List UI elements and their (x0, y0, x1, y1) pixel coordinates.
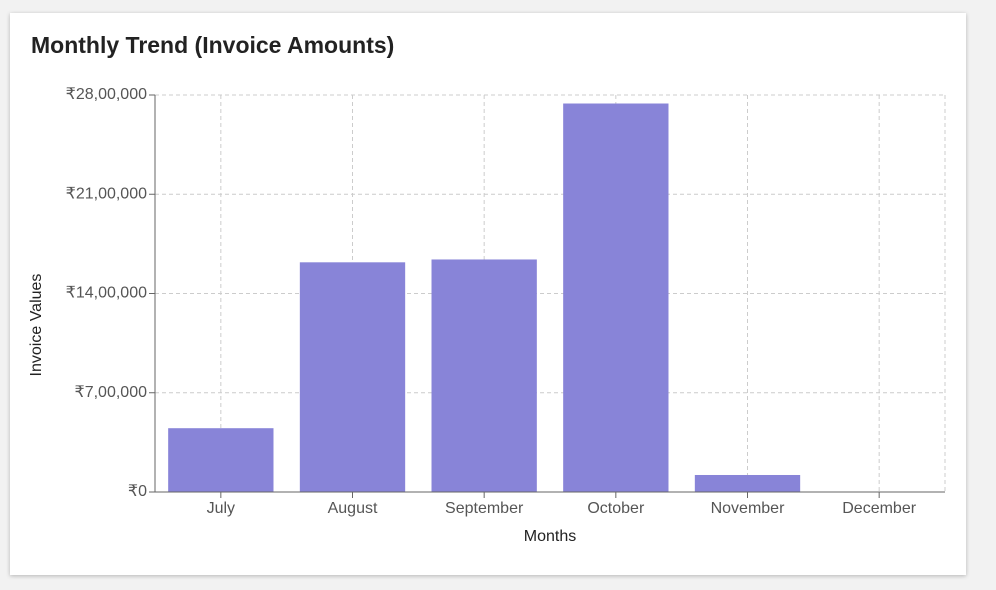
bar (694, 474, 801, 492)
chart-title: Monthly Trend (Invoice Amounts) (31, 32, 394, 58)
y-tick-label: ₹7,00,000 (75, 384, 148, 401)
y-tick-label: ₹21,00,000 (66, 185, 147, 202)
bar (299, 262, 406, 492)
x-tick-label: October (587, 500, 645, 517)
bar (168, 428, 274, 492)
y-tick-label: ₹0 (128, 483, 147, 500)
x-tick-label: August (328, 500, 378, 517)
bar (563, 103, 669, 492)
x-tick-label: December (842, 500, 916, 517)
x-tick-label: November (711, 500, 785, 517)
y-tick-label: ₹28,00,000 (66, 86, 147, 103)
y-tick-label: ₹14,00,000 (66, 285, 147, 302)
x-tick-label: July (207, 500, 235, 517)
bar (431, 259, 537, 492)
x-tick-label: September (445, 500, 524, 517)
x-axis-title: Months (524, 528, 576, 545)
y-axis-title: Invoice Values (28, 274, 45, 377)
